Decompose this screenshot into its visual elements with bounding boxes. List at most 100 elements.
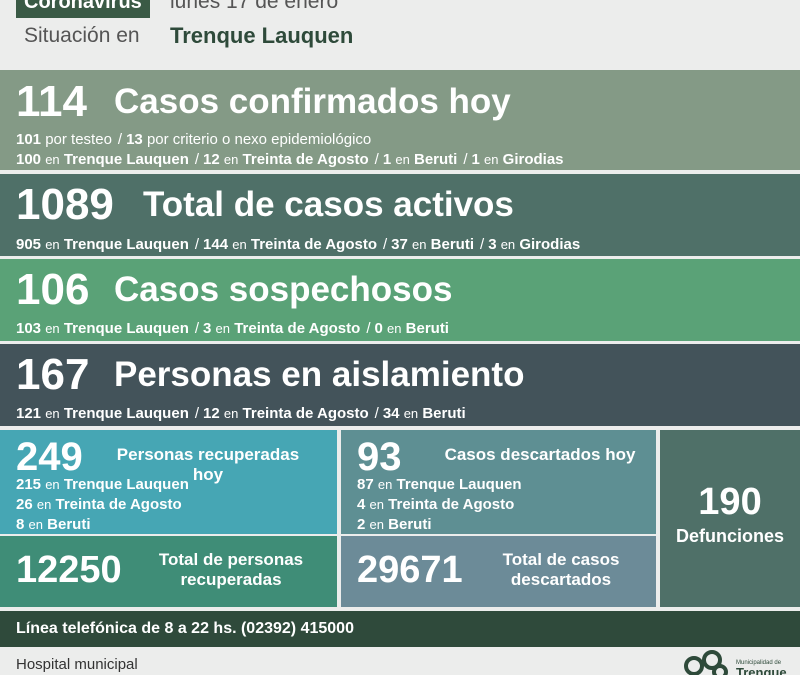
location-count: 1 <box>382 151 392 168</box>
location-count: 215 <box>16 476 42 493</box>
recovered-total-label-line2: recuperadas <box>180 570 282 589</box>
testing-count: 101 <box>16 131 42 148</box>
location-count: 34 <box>382 405 400 422</box>
active-title: Total de casos activos <box>143 185 514 224</box>
en-label: en <box>223 406 239 421</box>
location-count: 144 <box>203 236 229 253</box>
en-label: en <box>500 237 516 252</box>
location-count: 37 <box>391 236 408 253</box>
en-label: en <box>45 477 60 492</box>
en-label: en <box>36 497 52 512</box>
situation-label: Situación en <box>24 24 140 47</box>
suspected-title: Casos sospechosos <box>114 270 453 309</box>
recovered-number: 249 <box>16 435 83 479</box>
isolation-title: Personas en aislamiento <box>114 355 525 394</box>
recovered-total-panel: 12250 Total de personas recuperadas <box>0 536 337 607</box>
en-label: en <box>45 321 60 336</box>
location-name: Beruti <box>430 236 475 253</box>
location-count: 100 <box>16 151 42 168</box>
location-count: 0 <box>374 320 383 337</box>
recovered-title-line2: hoy <box>192 465 224 484</box>
location-name: Treinta de Agosto <box>250 236 377 253</box>
hospital-label: Hospital municipal <box>16 656 138 673</box>
isolation-number: 167 <box>16 350 90 399</box>
location-name: Treinta de Agosto <box>234 320 361 337</box>
recovered-title: Personas recuperadas hoy <box>108 445 308 485</box>
location-name: Beruti <box>388 516 432 533</box>
testing-label: por testeo <box>45 131 112 148</box>
recovered-item: 26 en Treinta de Agosto <box>16 496 182 514</box>
recovered-total-label: Total de personas recuperadas <box>146 550 316 590</box>
location-name: Girodias <box>519 236 581 253</box>
location-name: Treinta de Agosto <box>242 405 369 422</box>
confirmed-breakdown-location: 100 en Trenque Lauquen/12 en Treinta de … <box>16 151 564 168</box>
phone-bar: Línea telefónica de 8 a 22 hs. (02392) 4… <box>0 611 800 647</box>
location-name: Beruti <box>47 516 91 533</box>
discarded-panel: 93 Casos descartados hoy 87 en Trenque L… <box>341 430 656 534</box>
location-count: 103 <box>16 320 42 337</box>
location-count: 4 <box>357 496 366 513</box>
en-label: en <box>369 517 384 532</box>
discarded-number: 93 <box>357 435 402 479</box>
recovered-panel: 249 Personas recuperadas hoy 215 en Tren… <box>0 430 337 534</box>
confirmed-title: Casos confirmados hoy <box>114 82 511 121</box>
isolation-breakdown: 121 en Trenque Lauquen/12 en Treinta de … <box>16 405 466 422</box>
confirmed-cases-panel: 114 Casos confirmados hoy 101 por testeo… <box>0 70 800 170</box>
logo-caption: Municipalidad de <box>736 660 782 666</box>
recovered-title-line1: Personas recuperadas <box>116 445 300 464</box>
en-label: en <box>232 237 247 252</box>
discarded-total-label-line1: Total de casos <box>502 550 620 569</box>
deaths-number: 190 <box>698 481 762 523</box>
location-name: Treinta de Agosto <box>55 496 182 513</box>
active-breakdown: 905 en Trenque Lauquen/144 en Treinta de… <box>16 236 581 253</box>
isolation-panel: 167 Personas en aislamiento 121 en Trenq… <box>0 344 800 426</box>
en-label: en <box>45 152 60 167</box>
deaths-label: Defunciones <box>675 526 785 546</box>
deaths-panel: 190 Defunciones <box>660 430 800 607</box>
location-name: Trenque Lauquen <box>63 151 189 168</box>
discarded-item: 2 en Beruti <box>357 516 432 534</box>
en-label: en <box>369 497 384 512</box>
location-count: 3 <box>203 320 212 337</box>
location-name: Trenque Lauquen <box>63 405 189 422</box>
location-count: 2 <box>357 516 366 533</box>
location-name: Treinta de Agosto <box>242 151 369 168</box>
en-label: en <box>377 477 393 492</box>
location-name: Treinta de Agosto <box>388 496 515 513</box>
location-count: 87 <box>357 476 374 493</box>
confirmed-breakdown-method: 101 por testeo/13 por criterio o nexo ep… <box>16 131 372 148</box>
location-name: Beruti <box>413 151 458 168</box>
location-name: Beruti <box>405 320 449 337</box>
location-count: 8 <box>16 516 25 533</box>
report-date: lunes 17 de enero <box>170 0 339 13</box>
discarded-title: Casos descartados hoy <box>444 445 636 464</box>
location-name: Trenque Lauquen <box>63 476 189 493</box>
en-label: en <box>484 152 499 167</box>
suspected-cases-panel: 106 Casos sospechosos 103 en Trenque Lau… <box>0 259 800 341</box>
header: Coronavirus lunes 17 de enero Situación … <box>0 0 800 70</box>
suspected-breakdown: 103 en Trenque Lauquen/3 en Treinta de A… <box>16 320 449 337</box>
location-count: 12 <box>203 151 220 168</box>
confirmed-number: 114 <box>16 77 87 126</box>
phone-line: Línea telefónica de 8 a 22 hs. (02392) 4… <box>16 620 354 637</box>
coronavirus-badge: Coronavirus <box>16 0 150 18</box>
location-name: Trenque Lauquen <box>63 236 189 253</box>
discarded-total-number: 29671 <box>357 549 463 591</box>
discarded-total-label: Total de casos descartados <box>481 550 641 590</box>
location-count: 121 <box>16 405 42 422</box>
recovered-item: 215 en Trenque Lauquen <box>16 476 189 494</box>
recovered-total-number: 12250 <box>16 549 122 591</box>
discarded-item: 87 en Trenque Lauquen <box>357 476 522 494</box>
city-name: Trenque Lauquen <box>170 23 354 48</box>
discarded-total-panel: 29671 Total de casos descartados <box>341 536 656 607</box>
en-label: en <box>403 406 419 421</box>
criteria-count: 13 <box>126 131 143 148</box>
location-count: 1 <box>471 151 480 168</box>
location-name: Trenque Lauquen <box>396 476 522 493</box>
logo-wordmark: Trenque <box>736 665 787 675</box>
active-cases-panel: 1089 Total de casos activos 905 en Trenq… <box>0 174 800 256</box>
en-label: en <box>387 321 402 336</box>
suspected-number: 106 <box>16 265 90 314</box>
location-count: 12 <box>203 405 220 422</box>
en-label: en <box>28 517 43 532</box>
